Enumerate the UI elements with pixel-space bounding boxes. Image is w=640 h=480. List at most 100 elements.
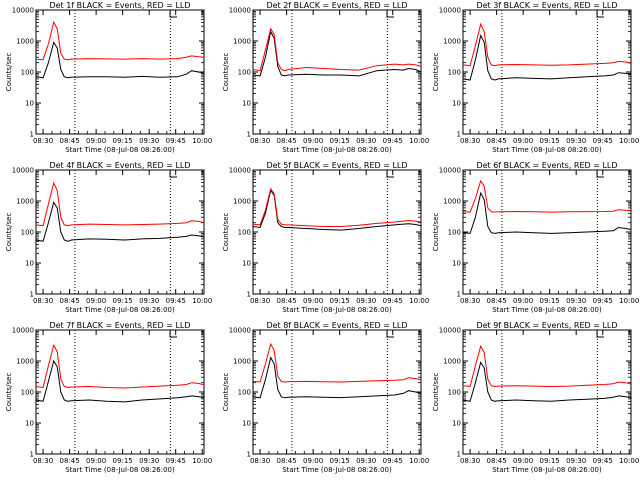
events-series-line: [252, 356, 422, 399]
x-tick-label: 09:30: [356, 297, 376, 305]
lld-series-line: [462, 179, 632, 213]
x-tick-label: 09:30: [356, 137, 376, 145]
x-tick-label: 09:00: [86, 457, 106, 465]
x-tick-label: 09:45: [166, 297, 186, 305]
y-tick-label: 1000: [443, 198, 461, 206]
y-tick-label: 1: [247, 291, 251, 299]
x-tick-label: 09:45: [593, 137, 613, 145]
x-tick-label: 09:00: [86, 297, 106, 305]
y-axis-label: Counts/sec: [222, 373, 230, 412]
x-tick-label: 10:00: [409, 137, 429, 145]
x-tick-label: 09:45: [593, 457, 613, 465]
x-tick-label: 09:15: [540, 297, 560, 305]
events-series-line: [35, 201, 205, 242]
y-tick-label: 10: [242, 420, 251, 428]
y-tick-label: 10: [452, 420, 461, 428]
y-axis-label: Counts/sec: [432, 53, 440, 92]
x-tick-label: 08:30: [250, 137, 270, 145]
x-tick-label: 09:30: [566, 457, 586, 465]
x-tick-label: 09:15: [113, 297, 133, 305]
panel-det-9: Det 9f BLACK = Events, RED = LLD 1 10 100 10…: [432, 321, 639, 474]
y-axis-label: Counts/sec: [222, 53, 230, 92]
x-tick-label: 08:45: [277, 297, 297, 305]
y-tick-label: 1: [30, 131, 34, 139]
x-tick-label: 09:45: [166, 137, 186, 145]
y-axis-label: Counts/sec: [432, 213, 440, 252]
y-tick-label: 100: [238, 389, 251, 397]
y-tick-label: 100: [448, 389, 461, 397]
y-tick-label: 100: [21, 69, 34, 77]
y-tick-label: 1: [30, 451, 34, 459]
x-axis-label: Start Time (08-Jul-08 08:26:00): [282, 306, 392, 314]
y-tick-label: 1: [30, 291, 34, 299]
x-tick-label: 09:00: [513, 137, 533, 145]
panel-det-7: Det 7f BLACK = Events, RED = LLD 1 10 100 10…: [5, 321, 212, 474]
y-tick-label: 100: [448, 69, 461, 77]
x-tick-label: 09:15: [540, 457, 560, 465]
x-tick-label: 09:15: [113, 137, 133, 145]
y-tick-label: 10000: [439, 327, 461, 335]
x-tick-label: 10:00: [409, 297, 429, 305]
y-tick-label: 1: [247, 131, 251, 139]
events-series-line: [462, 361, 632, 402]
x-tick-label: 09:45: [383, 297, 403, 305]
y-tick-label: 100: [448, 229, 461, 237]
x-tick-label: 09:00: [86, 137, 106, 145]
y-tick-label: 1: [457, 451, 461, 459]
y-tick-label: 1000: [16, 358, 34, 366]
y-axis-label: Counts/sec: [222, 213, 230, 252]
events-series-line: [462, 34, 632, 81]
x-tick-label: 08:45: [60, 137, 80, 145]
y-axis-label: Counts/sec: [5, 213, 13, 252]
panel-title: Det 5f BLACK = Events, RED = LLD: [266, 161, 407, 170]
x-tick-label: 09:30: [566, 137, 586, 145]
x-tick-label: 08:45: [487, 457, 507, 465]
events-series-line: [252, 189, 422, 231]
plot-frame: [35, 9, 205, 135]
panel-title: Det 3f BLACK = Events, RED = LLD: [476, 1, 617, 10]
x-axis-label: Start Time (08-Jul-08 08:26:00): [492, 466, 602, 474]
y-axis-label: Counts/sec: [5, 373, 13, 412]
events-series-line: [35, 41, 205, 79]
x-tick-label: 08:30: [460, 137, 480, 145]
x-tick-label: 09:15: [330, 137, 350, 145]
y-tick-label: 1000: [443, 358, 461, 366]
x-tick-label: 09:00: [303, 137, 323, 145]
x-tick-label: 10:00: [192, 457, 212, 465]
x-tick-label: 09:30: [139, 137, 159, 145]
lld-series-line: [35, 343, 205, 389]
x-tick-label: 08:45: [277, 137, 297, 145]
y-tick-label: 10000: [229, 167, 251, 175]
events-series-line: [252, 30, 422, 77]
panel-det-3: Det 3f BLACK = Events, RED = LLD 1 10 100 10…: [432, 1, 639, 154]
x-tick-label: 10:00: [619, 457, 639, 465]
x-tick-label: 09:15: [113, 457, 133, 465]
y-tick-label: 10: [242, 100, 251, 108]
x-axis-label: Start Time (08-Jul-08 08:26:00): [65, 466, 175, 474]
y-tick-label: 10000: [229, 327, 251, 335]
panel-title: Det 7f BLACK = Events, RED = LLD: [49, 321, 190, 330]
y-tick-label: 10000: [12, 327, 34, 335]
y-tick-label: 10: [242, 260, 251, 268]
y-tick-label: 10: [25, 420, 34, 428]
x-tick-label: 09:30: [139, 457, 159, 465]
y-tick-label: 10000: [12, 167, 34, 175]
lld-series-line: [462, 22, 632, 67]
x-tick-label: 08:30: [250, 457, 270, 465]
y-tick-label: 10: [25, 100, 34, 108]
x-tick-label: 09:00: [303, 457, 323, 465]
x-tick-label: 10:00: [192, 137, 212, 145]
y-tick-label: 1: [457, 291, 461, 299]
y-tick-label: 1000: [16, 198, 34, 206]
y-tick-label: 10000: [439, 167, 461, 175]
y-tick-label: 100: [238, 229, 251, 237]
x-tick-label: 10:00: [619, 137, 639, 145]
panel-det-4: Det 4f BLACK = Events, RED = LLD 1 10 100 10…: [5, 161, 212, 314]
x-tick-label: 09:30: [356, 457, 376, 465]
x-tick-label: 08:30: [33, 137, 53, 145]
plot-frame: [252, 169, 422, 295]
lld-series-line: [252, 27, 422, 72]
y-tick-label: 1: [247, 451, 251, 459]
y-tick-label: 1000: [233, 38, 251, 46]
